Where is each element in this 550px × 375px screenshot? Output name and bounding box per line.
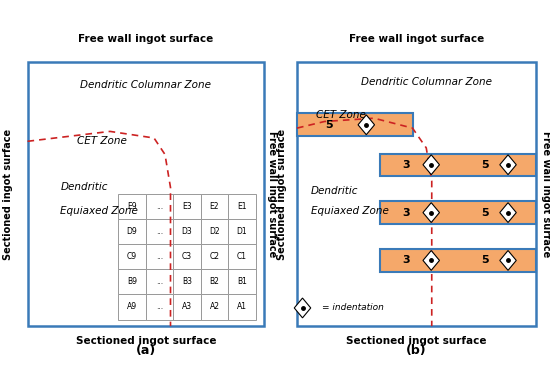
Text: E3: E3 [182,202,192,211]
Text: Free wall ingot surface: Free wall ingot surface [78,34,213,44]
Bar [228,244,256,269]
Text: Dendritic Columnar Zone: Dendritic Columnar Zone [361,77,492,87]
Polygon shape [358,115,375,135]
Text: Sectioned ingot surface: Sectioned ingot surface [346,336,487,346]
Text: Sectioned ingot surface: Sectioned ingot surface [75,336,216,346]
Text: B2: B2 [210,278,219,286]
Bar [173,244,201,269]
Text: 3: 3 [403,255,410,266]
Bar [379,201,536,224]
Text: ...: ... [156,252,163,261]
Text: Equiaxed Zone: Equiaxed Zone [311,206,389,216]
Polygon shape [500,155,516,175]
Text: CET Zone: CET Zone [77,136,127,146]
Bar [228,269,256,294]
Bar [173,219,201,244]
Bar [379,249,536,272]
Bar [201,269,228,294]
Text: A9: A9 [127,303,137,312]
Text: Sectioned ingot surface: Sectioned ingot surface [3,129,13,260]
Text: A2: A2 [210,303,219,312]
Text: (b): (b) [406,344,427,357]
Bar [201,244,228,269]
Text: Free wall ingot surface: Free wall ingot surface [267,131,277,257]
Text: B9: B9 [127,278,137,286]
Text: 5: 5 [481,160,488,170]
Text: ...: ... [156,278,163,286]
Text: CET Zone: CET Zone [316,110,366,120]
Bar [146,244,173,269]
Text: C2: C2 [210,252,219,261]
Text: D3: D3 [182,227,192,236]
Polygon shape [294,298,311,318]
Text: Free wall ingot surface: Free wall ingot surface [541,131,550,257]
Bar [297,113,412,136]
Text: D1: D1 [236,227,248,236]
Bar [146,294,173,320]
Text: Equiaxed Zone: Equiaxed Zone [60,206,139,216]
Text: ...: ... [156,227,163,236]
Bar [228,219,256,244]
Text: A1: A1 [237,303,247,312]
Text: B1: B1 [237,278,247,286]
Bar [118,194,146,219]
Text: Free wall ingot surface: Free wall ingot surface [349,34,484,44]
Bar [118,244,146,269]
Bar [146,269,173,294]
Text: 5: 5 [481,255,488,266]
Text: = indentation: = indentation [322,303,384,312]
Bar [379,153,536,176]
Text: C1: C1 [237,252,247,261]
Text: Dendritic Columnar Zone: Dendritic Columnar Zone [80,80,211,90]
Text: B3: B3 [182,278,192,286]
Text: D2: D2 [209,227,220,236]
Bar [118,294,146,320]
Polygon shape [423,202,439,222]
Text: Dendritic: Dendritic [60,183,108,192]
Bar [118,269,146,294]
Text: ...: ... [156,202,163,211]
Bar [28,62,264,326]
Bar [201,294,228,320]
Text: C3: C3 [182,252,192,261]
Bar [201,194,228,219]
Bar [173,269,201,294]
Text: E2: E2 [210,202,219,211]
Text: 3: 3 [403,160,410,170]
Text: 5: 5 [326,120,333,130]
Text: A3: A3 [182,303,192,312]
Text: ...: ... [156,303,163,312]
Text: E1: E1 [237,202,247,211]
Bar [173,194,201,219]
Text: (a): (a) [136,344,156,357]
Bar [228,294,256,320]
Bar [297,62,536,326]
Text: Dendritic: Dendritic [311,186,358,196]
Bar [201,219,228,244]
Text: E9: E9 [127,202,137,211]
Polygon shape [423,251,439,270]
Text: D9: D9 [126,227,138,236]
Polygon shape [500,202,516,222]
Polygon shape [500,251,516,270]
Text: 3: 3 [403,208,410,218]
Bar [228,194,256,219]
Bar [173,294,201,320]
Text: C9: C9 [127,252,137,261]
Bar [146,194,173,219]
Polygon shape [423,155,439,175]
Text: 5: 5 [481,208,488,218]
Text: Sectioned ingot surface: Sectioned ingot surface [277,129,287,260]
Bar [118,219,146,244]
Bar [146,219,173,244]
